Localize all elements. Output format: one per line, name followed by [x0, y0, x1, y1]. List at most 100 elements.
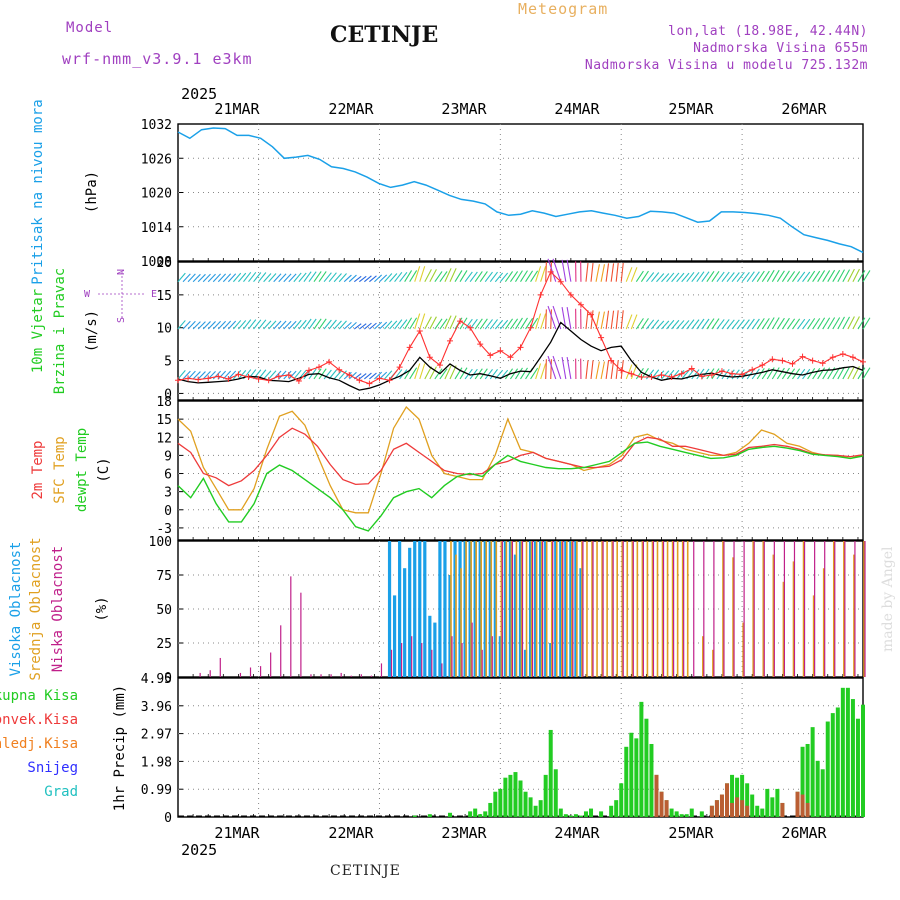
- wind-gust-marker: [769, 356, 776, 363]
- wind-arrow: [253, 319, 262, 330]
- wind-arrow: [248, 319, 257, 330]
- cloud-high-bar: [549, 643, 553, 677]
- wind-arrow: [444, 365, 452, 380]
- wind-arrow: [328, 272, 337, 283]
- wind-arrow: [429, 316, 437, 330]
- pressure-ytick-label: 1032: [141, 118, 172, 133]
- wind-gust-marker: [688, 365, 695, 372]
- cloud-high-bar: [428, 615, 432, 677]
- wind-arrow: [318, 368, 327, 380]
- cloud-high-bar: [423, 541, 427, 677]
- temp-ylabel2: SFC Temp: [52, 436, 68, 503]
- wind-gust-marker: [658, 372, 665, 379]
- wind-arrow: [232, 320, 242, 330]
- precip-rain-bar: [805, 743, 810, 817]
- wind-arrow: [278, 370, 287, 380]
- wind-arrow: [535, 363, 542, 380]
- wind-arrow: [837, 366, 845, 380]
- wind-gust-marker: [668, 374, 675, 380]
- wind-arrow: [671, 369, 680, 380]
- wind-arrow: [298, 319, 307, 330]
- wind-arrow: [547, 355, 557, 380]
- precip-rain-bar: [830, 713, 835, 817]
- precip-rain-bar: [634, 738, 639, 817]
- wind-arrow: [454, 270, 463, 283]
- wind-arrow: [625, 267, 633, 282]
- precip-rain-bar: [750, 794, 755, 817]
- cloud-high-bar: [387, 541, 392, 677]
- precip-rain-bar: [478, 814, 483, 817]
- wind-arrow: [288, 370, 297, 380]
- date-label-top: 26MAR: [781, 100, 827, 118]
- wind-gust-marker: [316, 364, 323, 371]
- precip-rain-bar: [543, 774, 548, 817]
- pressure-line: [177, 127, 864, 254]
- wind-arrow: [561, 259, 567, 282]
- wind-gust-marker: [346, 372, 353, 379]
- wind-arrow: [348, 321, 357, 330]
- wind-gust-marker: [275, 373, 282, 380]
- cloud-ytick-label: 0: [164, 671, 172, 686]
- wind-arrow: [238, 370, 247, 380]
- wind-arrow: [192, 371, 201, 380]
- wind-arrow: [635, 368, 644, 380]
- wind-arrow: [812, 270, 821, 283]
- wind-gust-marker: [457, 318, 464, 325]
- wind-arrow: [731, 319, 740, 330]
- wind-arrow: [857, 270, 866, 283]
- wind-arrow: [797, 318, 806, 330]
- precip-rain-bar: [850, 699, 855, 817]
- cloud-ytick-label: 50: [156, 603, 172, 618]
- wind-arrow: [625, 364, 633, 380]
- pressure-ytick-label: 1014: [141, 221, 172, 236]
- wind-arrow: [761, 368, 770, 380]
- precip-rain-bar: [679, 814, 684, 817]
- temp-sfc-line: [177, 405, 864, 514]
- wind-arrow: [535, 313, 542, 330]
- wind-arrow: [258, 319, 267, 330]
- wind-arrow: [520, 270, 528, 283]
- wind-ylabel2: Brzina i Pravac: [52, 268, 68, 394]
- wind-gust-marker: [386, 377, 393, 384]
- wind-arrow: [187, 273, 196, 283]
- precip-rain-bar: [861, 704, 865, 817]
- precip-rain-bar: [699, 811, 704, 817]
- wind-arrow: [293, 319, 302, 330]
- wind-gust-marker: [205, 375, 212, 382]
- wind-arrow: [721, 369, 730, 380]
- wind-arrow: [364, 275, 372, 283]
- wind-gust-marker: [628, 370, 635, 377]
- wind-arrow: [439, 271, 448, 283]
- wind-arrow: [358, 323, 367, 330]
- precip-rain-bar: [573, 814, 578, 817]
- cloud-high-bar: [544, 541, 548, 677]
- wind-gust-marker: [336, 366, 343, 373]
- cloud-high-bar: [478, 541, 482, 677]
- wind-arrow: [746, 271, 755, 283]
- precip-ytick-label: 2.97: [141, 728, 172, 743]
- wind-arrow: [308, 318, 317, 330]
- cloud-high-bar: [463, 541, 467, 677]
- wind-arrow: [696, 271, 705, 283]
- wind-arrow: [827, 317, 836, 330]
- wind-arrow: [207, 321, 216, 330]
- temp-dew-line: [177, 441, 864, 532]
- wind-arrow: [595, 361, 600, 380]
- wind-gust-marker: [567, 291, 574, 298]
- wind-arrow: [857, 367, 866, 380]
- pressure-units: (hPa): [84, 171, 100, 213]
- cloud-high-bar: [503, 541, 507, 677]
- wind-arrow: [746, 368, 755, 380]
- cloud-high-bar: [564, 541, 568, 677]
- cloud-ylabel3: Niska Oblacnost: [50, 546, 66, 672]
- wind-arrow: [701, 271, 710, 283]
- wind-arrow: [676, 272, 685, 283]
- wind-arrow: [822, 317, 831, 330]
- temp-ytick-label: 0: [164, 504, 172, 519]
- wind-arrow: [217, 273, 227, 283]
- wind-arrow: [192, 321, 201, 330]
- wind-arrow: [333, 320, 342, 330]
- cloud-high-bar: [528, 541, 533, 677]
- precip-rain-bar: [845, 687, 850, 817]
- precip-rain-bar: [583, 811, 588, 817]
